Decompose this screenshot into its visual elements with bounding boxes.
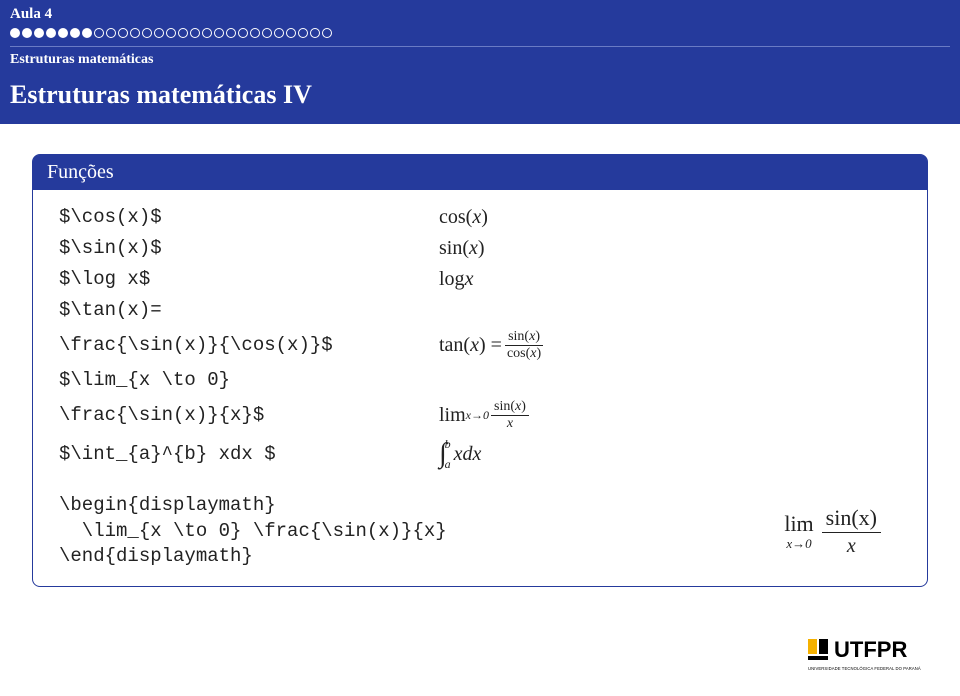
function-row: $\log x$log x [59, 265, 901, 293]
header-divider [10, 46, 950, 47]
latex-source: $\int_{a}^{b} xdx $ [59, 443, 439, 465]
progress-dot [262, 28, 272, 38]
function-row: $\tan(x)= [59, 296, 901, 324]
progress-dot [58, 28, 68, 38]
math-render-tan_frac: tan(x) = sin(x)cos(x) [439, 330, 546, 361]
progress-dot [214, 28, 224, 38]
lim-text: lim [784, 513, 813, 535]
panel-body: $\cos(x)$cos(x)$\sin(x)$sin(x)$\log x$lo… [33, 190, 927, 586]
svg-text:UTFPR: UTFPR [834, 637, 907, 662]
progress-dot [22, 28, 32, 38]
slide-header: Aula 4 Estruturas matemáticas [0, 0, 960, 72]
progress-dot [286, 28, 296, 38]
progress-dot [202, 28, 212, 38]
function-rows: $\cos(x)$cos(x)$\sin(x)$sin(x)$\log x$lo… [59, 203, 901, 472]
progress-dot [298, 28, 308, 38]
progress-dot [238, 28, 248, 38]
progress-dot [274, 28, 284, 38]
progress-dot [94, 28, 104, 38]
progress-dot [142, 28, 152, 38]
progress-dot [82, 28, 92, 38]
progress-dot [310, 28, 320, 38]
math-render-sin: sin(x) [439, 237, 485, 260]
progress-dot [130, 28, 140, 38]
lim-sub: x→0 [786, 537, 811, 550]
latex-source: $\lim_{x \to 0} [59, 369, 439, 391]
function-row: $\sin(x)$sin(x) [59, 234, 901, 262]
title-bar: Estruturas matemáticas IV [0, 72, 960, 124]
progress-dot [34, 28, 44, 38]
svg-text:UNIVERSIDADE TECNOLÓGICA FEDER: UNIVERSIDADE TECNOLÓGICA FEDERAL DO PARA… [808, 666, 921, 671]
function-row: $\lim_{x \to 0} [59, 366, 901, 394]
utfpr-logo: UTFPR UNIVERSIDADE TECNOLÓGICA FEDERAL D… [808, 637, 938, 682]
progress-dot [190, 28, 200, 38]
progress-dot [118, 28, 128, 38]
progress-dot [322, 28, 332, 38]
latex-source: $\cos(x)$ [59, 206, 439, 228]
progress-dot [226, 28, 236, 38]
progress-dots [10, 25, 950, 44]
latex-source: $\sin(x)$ [59, 237, 439, 259]
display-math-row: \begin{displaymath} \lim_{x \to 0} \frac… [59, 493, 901, 570]
progress-dot [70, 28, 80, 38]
header-subtitle: Estruturas matemáticas [10, 49, 950, 72]
progress-dot [166, 28, 176, 38]
content-area: Funções $\cos(x)$cos(x)$\sin(x)$sin(x)$\… [0, 124, 960, 587]
latex-source: \frac{\sin(x)}{x}$ [59, 404, 439, 426]
math-render-integral: ∫baxdx [439, 438, 481, 470]
function-row: $\int_{a}^{b} xdx $∫baxdx [59, 436, 901, 472]
math-render-log: log x [439, 268, 473, 291]
progress-dot [46, 28, 56, 38]
progress-dot [178, 28, 188, 38]
display-math-render: lim x→0 sin(x) x [784, 507, 901, 556]
functions-panel: Funções $\cos(x)$cos(x)$\sin(x)$sin(x)$\… [32, 154, 928, 587]
function-row: \frac{\sin(x)}{\cos(x)}$tan(x) = sin(x)c… [59, 327, 901, 363]
panel-heading: Funções [33, 155, 927, 190]
lecture-label: Aula 4 [10, 6, 950, 25]
math-render-cos: cos(x) [439, 206, 488, 229]
latex-source: \frac{\sin(x)}{\cos(x)}$ [59, 334, 439, 356]
progress-dot [154, 28, 164, 38]
display-frac-num: sin(x) [822, 507, 881, 533]
function-row: \frac{\sin(x)}{x}$limx→0 sin(x)x [59, 397, 901, 433]
math-render-lim_frac: limx→0 sin(x)x [439, 400, 531, 431]
progress-dot [106, 28, 116, 38]
display-frac-den: x [843, 533, 860, 556]
progress-dot [10, 28, 20, 38]
display-math-source: \begin{displaymath} \lim_{x \to 0} \frac… [59, 493, 447, 570]
latex-source: $\tan(x)= [59, 299, 439, 321]
latex-source: $\log x$ [59, 268, 439, 290]
function-row: $\cos(x)$cos(x) [59, 203, 901, 231]
progress-dot [250, 28, 260, 38]
slide-title: Estruturas matemáticas IV [10, 80, 950, 110]
